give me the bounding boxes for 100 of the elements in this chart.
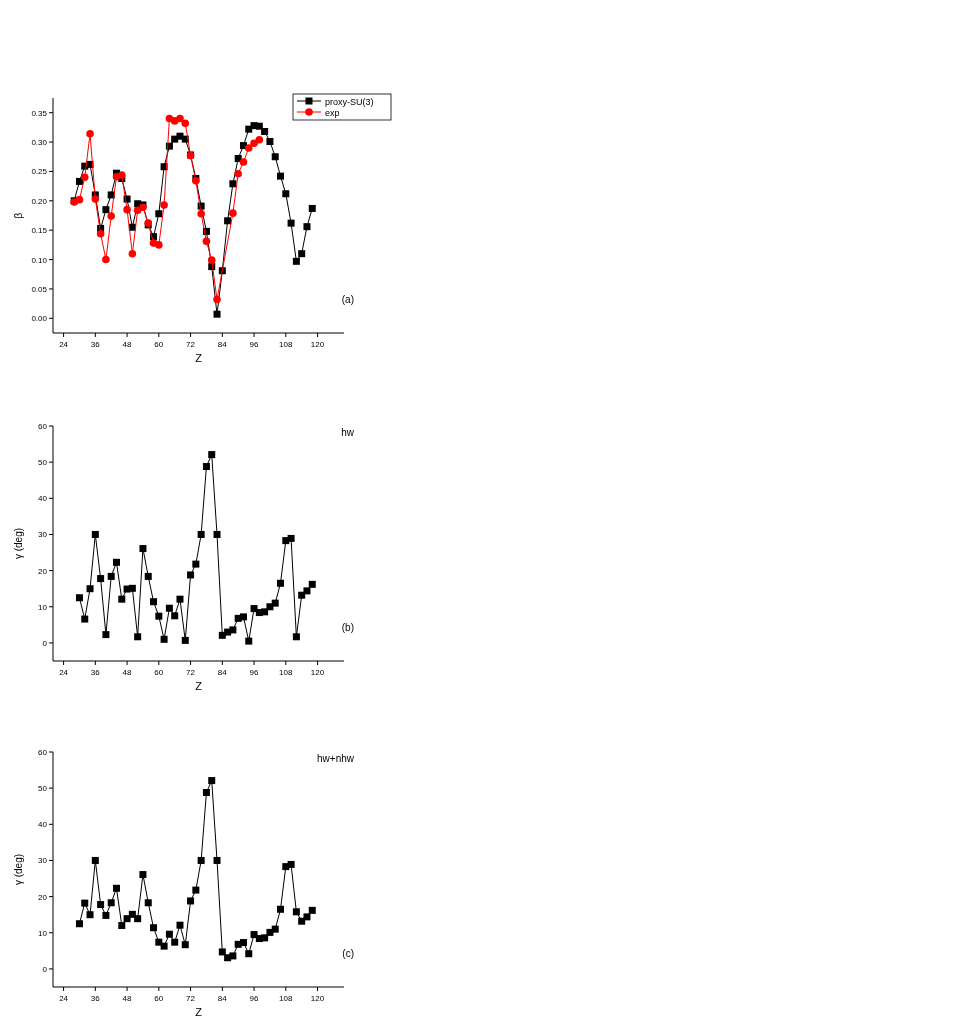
point (229, 209, 237, 217)
point (229, 180, 237, 188)
point (155, 612, 163, 620)
x-tick-label: 24 (59, 994, 69, 1003)
point (245, 950, 253, 958)
x-tick-label: 24 (59, 668, 69, 677)
y-tick-label: 0.05 (31, 284, 48, 294)
point (197, 530, 205, 538)
y-tick-label: 0.30 (31, 138, 48, 148)
point (102, 255, 110, 264)
x-tick-label: 72 (186, 994, 196, 1003)
x-axis-title: Z (195, 1006, 203, 1018)
point (292, 908, 300, 916)
point (202, 237, 211, 246)
point (117, 171, 126, 179)
point (213, 310, 221, 318)
point (192, 560, 200, 568)
x-tick-label: 36 (90, 994, 101, 1003)
point (250, 139, 258, 148)
y-tick-label: 20 (38, 892, 48, 902)
point (197, 209, 205, 218)
point (287, 534, 295, 542)
point (197, 856, 205, 864)
y-axis-title: γ (deg) (13, 853, 24, 886)
annotation: (a) (341, 294, 354, 305)
y-tick-label: 60 (38, 422, 48, 431)
point (102, 206, 110, 214)
point (155, 241, 163, 249)
point (171, 938, 179, 946)
point (97, 575, 105, 583)
y-tick-label: 30 (38, 530, 48, 540)
x-axis-title: Z (195, 352, 203, 364)
point (255, 135, 264, 144)
x-tick-label: 84 (217, 340, 228, 349)
x-tick-label: 96 (249, 994, 260, 1003)
annotation: (b) (341, 622, 354, 633)
point (102, 631, 110, 639)
point (287, 860, 295, 868)
point (266, 603, 274, 611)
y-tick-label: 0.00 (31, 314, 48, 324)
point (81, 899, 89, 907)
point (244, 144, 253, 152)
point (75, 920, 83, 928)
point (171, 612, 179, 620)
x-tick-label: 96 (249, 668, 260, 677)
point (118, 922, 126, 930)
point (112, 558, 120, 566)
point (81, 615, 89, 623)
point (96, 229, 105, 238)
point (277, 905, 285, 913)
annotation: (c) (342, 948, 354, 959)
point (144, 899, 152, 907)
annotation: hw (341, 427, 355, 438)
point (298, 917, 306, 925)
y-tick-label: 0.10 (31, 255, 48, 265)
point (86, 585, 94, 593)
y-tick-label: 0 (42, 638, 48, 648)
point (224, 217, 232, 225)
point (308, 204, 316, 212)
point (192, 886, 200, 894)
point (107, 899, 115, 907)
point (213, 856, 221, 864)
x-tick-label: 120 (310, 994, 325, 1003)
point (213, 530, 221, 538)
x-tick-label: 108 (279, 668, 294, 677)
x-tick-label: 48 (122, 340, 133, 349)
y-tick-label: 10 (38, 602, 48, 612)
point (139, 871, 147, 879)
point (165, 930, 173, 938)
point (134, 915, 142, 923)
y-tick-label: 20 (38, 566, 48, 576)
y-axis-title: γ (deg) (13, 527, 24, 560)
point (303, 587, 311, 595)
point (118, 595, 126, 603)
point (134, 633, 142, 641)
legend-label: exp (325, 107, 340, 118)
point (308, 906, 316, 914)
y-tick-label: 50 (38, 458, 48, 468)
x-tick-label: 60 (154, 994, 164, 1003)
point (102, 911, 110, 919)
point (292, 633, 300, 641)
point (75, 195, 84, 204)
point (160, 635, 168, 643)
x-tick-label: 24 (59, 340, 69, 349)
point (266, 928, 274, 936)
point (208, 451, 216, 459)
point (239, 613, 247, 621)
point (128, 584, 136, 592)
point (123, 205, 131, 214)
point (187, 571, 195, 579)
point (298, 591, 306, 599)
point (160, 201, 168, 209)
point (282, 190, 290, 198)
point (139, 545, 147, 553)
legend-label: proxy-SU(3) (325, 96, 374, 107)
point (176, 114, 184, 123)
y-tick-label: 60 (38, 748, 48, 757)
point (255, 122, 263, 130)
point (229, 626, 237, 634)
y-tick-label: 0 (42, 964, 48, 974)
